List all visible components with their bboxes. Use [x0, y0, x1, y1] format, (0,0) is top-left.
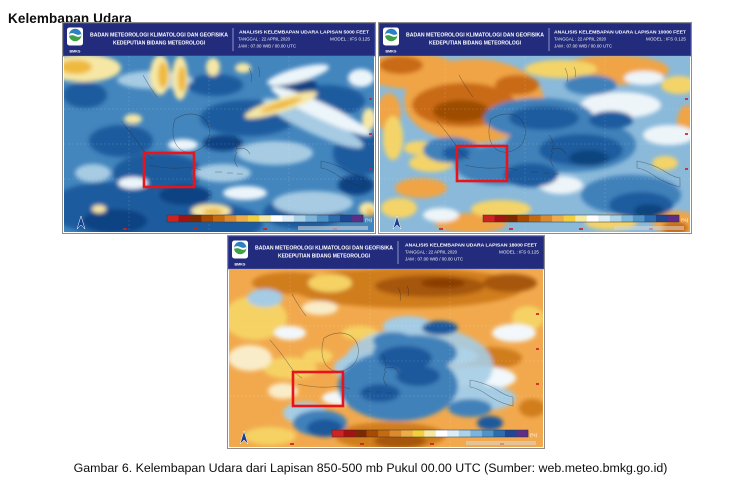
analysis-model: MODEL : IFS 0.125 — [330, 37, 371, 42]
bmkg-emblem-icon — [69, 28, 82, 42]
compass-icon — [239, 430, 249, 445]
analysis-time: JAM : 07.00 WIB / 00.00 UTC — [554, 44, 612, 49]
highlight-rectangle — [455, 144, 509, 183]
humidity-field — [380, 56, 690, 232]
bmkg-logo: BMKG — [383, 27, 399, 54]
watermark-bar — [298, 226, 368, 230]
agency-name-line2: KEDEPUTIAN BIDANG METEOROLOGI — [429, 41, 522, 47]
analysis-title: ANALISIS KELEMBAPAN UDARA LAPISAN 18000 … — [405, 243, 537, 248]
analysis-title: ANALISIS KELEMBAPAN UDARA LAPISAN 10000 … — [554, 30, 686, 35]
highlight-rectangle — [291, 370, 345, 408]
map-header: BMKG BADAN METEOROLOGI KLIMATOLOGI DAN G… — [63, 23, 375, 57]
weather-map-5000ft: BMKG BADAN METEOROLOGI KLIMATOLOGI DAN G… — [63, 23, 375, 232]
figure-caption: Gambar 6. Kelembapan Udara dari Lapisan … — [73, 461, 668, 475]
agency-name-line1: BADAN METEOROLOGI KLIMATOLOGI DAN GEOFIS… — [255, 246, 393, 252]
bmkg-emblem-icon — [385, 28, 398, 42]
humidity-field — [64, 56, 374, 232]
humidity-colorbar: (%) — [166, 214, 373, 223]
bmkg-logo-label: BMKG — [386, 50, 397, 54]
agency-name-line1: BADAN METEOROLOGI KLIMATOLOGI DAN GEOFIS… — [90, 33, 228, 39]
map-figure-10000ft: BMKG BADAN METEOROLOGI KLIMATOLOGI DAN G… — [378, 22, 692, 234]
weather-map-10000ft: BMKG BADAN METEOROLOGI KLIMATOLOGI DAN G… — [379, 23, 691, 232]
colorbar-unit-label: (%) — [681, 218, 689, 223]
agency-name-line2: KEDEPUTIAN BIDANG METEOROLOGI — [278, 254, 371, 260]
analysis-time: JAM : 07.00 WIB / 00.00 UTC — [405, 257, 463, 262]
map-figure-18000ft: BMKG BADAN METEOROLOGI KLIMATOLOGI DAN G… — [227, 235, 545, 449]
bmkg-logo-label: BMKG — [70, 50, 81, 54]
analysis-date: TANGGAL : 22 APRIL 2020 — [554, 37, 607, 42]
humidity-colorbar: (%) — [331, 429, 538, 438]
weather-map-18000ft: BMKG BADAN METEOROLOGI KLIMATOLOGI DAN G… — [228, 236, 544, 447]
map-figure-5000ft: BMKG BADAN METEOROLOGI KLIMATOLOGI DAN G… — [62, 22, 376, 234]
analysis-info: ANALISIS KELEMBAPAN UDARA LAPISAN 5000 F… — [238, 30, 371, 49]
humidity-colorbar: (%) — [482, 214, 689, 223]
bmkg-logo-label: BMKG — [235, 263, 246, 267]
analysis-time: JAM : 07.00 WIB / 00.00 UTC — [238, 44, 296, 49]
watermark-bar — [466, 441, 536, 445]
latlon-grid — [229, 269, 543, 447]
analysis-model: MODEL : IFS 0.125 — [499, 250, 540, 255]
bmkg-logo: BMKG — [67, 27, 83, 54]
humidity-field — [229, 269, 543, 447]
analysis-title: ANALISIS KELEMBAPAN UDARA LAPISAN 5000 F… — [239, 30, 369, 35]
map-header: BMKG BADAN METEOROLOGI KLIMATOLOGI DAN G… — [228, 236, 544, 270]
latlon-grid — [64, 56, 374, 232]
analysis-info: ANALISIS KELEMBAPAN UDARA LAPISAN 18000 … — [405, 243, 540, 262]
bmkg-logo: BMKG — [232, 240, 248, 267]
map-header: BMKG BADAN METEOROLOGI KLIMATOLOGI DAN G… — [379, 23, 691, 57]
agency-name-line2: KEDEPUTIAN BIDANG METEOROLOGI — [113, 41, 206, 47]
agency-name-line1: BADAN METEOROLOGI KLIMATOLOGI DAN GEOFIS… — [406, 33, 544, 39]
analysis-date: TANGGAL : 22 APRIL 2020 — [238, 37, 291, 42]
analysis-date: TANGGAL : 22 APRIL 2020 — [405, 250, 458, 255]
colorbar-unit-label: (%) — [530, 433, 538, 438]
latlon-grid — [380, 56, 690, 232]
compass-icon — [76, 215, 86, 230]
analysis-info: ANALISIS KELEMBAPAN UDARA LAPISAN 10000 … — [554, 30, 687, 49]
analysis-model: MODEL : IFS 0.125 — [646, 37, 687, 42]
compass-icon — [392, 215, 402, 230]
watermark-bar — [614, 226, 684, 230]
bmkg-emblem-icon — [234, 241, 247, 255]
colorbar-unit-label: (%) — [365, 218, 373, 223]
highlight-rectangle — [142, 151, 196, 189]
